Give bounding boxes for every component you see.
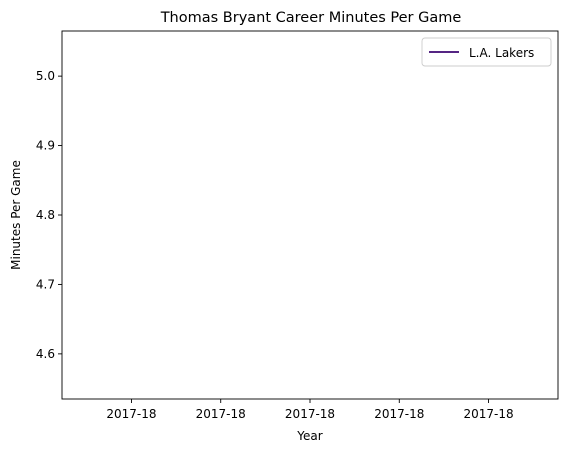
x-tick-label: 2017-18 [463, 407, 513, 421]
y-tick-label: 4.7 [36, 277, 55, 291]
x-axis: 2017-18 2017-18 2017-18 2017-18 2017-18 [106, 399, 514, 421]
legend-frame [421, 37, 552, 67]
y-axis-label: Minutes Per Game [9, 160, 23, 270]
y-tick-label: 5.0 [36, 69, 55, 83]
x-tick-label: 2017-18 [106, 407, 156, 421]
y-axis: 4.6 4.7 4.8 4.9 5.0 [36, 69, 62, 361]
x-tick-label: 2017-18 [374, 407, 424, 421]
y-tick-label: 4.6 [36, 347, 55, 361]
x-axis-label: Year [296, 429, 322, 443]
legend: L.A. Lakers [421, 37, 552, 67]
plot-frame [61, 30, 559, 400]
y-tick-label: 4.9 [36, 139, 55, 153]
x-tick-label: 2017-18 [285, 407, 335, 421]
chart-title: Thomas Bryant Career Minutes Per Game [160, 10, 462, 26]
y-tick-label: 4.8 [36, 208, 55, 222]
legend-label-lakers: L.A. Lakers [469, 46, 534, 60]
x-tick-label: 2017-18 [196, 407, 246, 421]
